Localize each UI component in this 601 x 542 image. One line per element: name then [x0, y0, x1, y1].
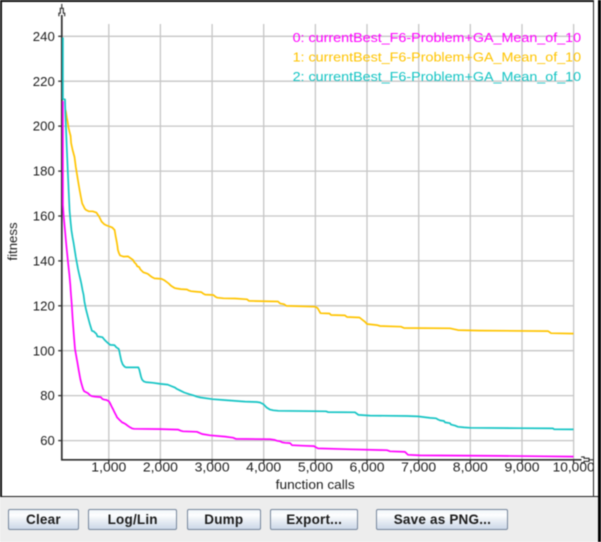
svg-text:0: currentBest_F6-Problem+GA_M: 0: currentBest_F6-Problem+GA_Mean_of_10	[293, 31, 582, 45]
svg-text:9,000: 9,000	[505, 461, 540, 475]
svg-text:1: currentBest_F6-Problem+GA_M: 1: currentBest_F6-Problem+GA_Mean_of_10	[293, 51, 582, 65]
svg-text:7,000: 7,000	[401, 461, 436, 475]
svg-text:3,000: 3,000	[195, 461, 230, 475]
svg-text:5,000: 5,000	[298, 461, 333, 475]
svg-text:1,000: 1,000	[91, 461, 126, 475]
svg-text:2,000: 2,000	[143, 461, 178, 475]
svg-text:8,000: 8,000	[453, 461, 488, 475]
svg-text:60: 60	[40, 434, 55, 448]
svg-text:100: 100	[33, 344, 55, 358]
svg-text:200: 200	[33, 120, 55, 134]
svg-text:140: 140	[33, 255, 55, 269]
svg-text:80: 80	[40, 389, 55, 403]
svg-text:function calls: function calls	[276, 477, 356, 492]
svg-text:10,000: 10,000	[553, 461, 595, 475]
svg-text:6,000: 6,000	[350, 461, 385, 475]
svg-text:2: currentBest_F6-Problem+GA_M: 2: currentBest_F6-Problem+GA_Mean_of_10	[293, 70, 582, 84]
svg-text:120: 120	[33, 299, 55, 313]
svg-text:160: 160	[33, 210, 55, 224]
svg-text:4,000: 4,000	[246, 461, 281, 475]
svg-text:220: 220	[33, 75, 55, 89]
svg-text:180: 180	[33, 165, 55, 179]
svg-text:240: 240	[33, 30, 55, 44]
svg-text:fitness: fitness	[5, 222, 20, 261]
